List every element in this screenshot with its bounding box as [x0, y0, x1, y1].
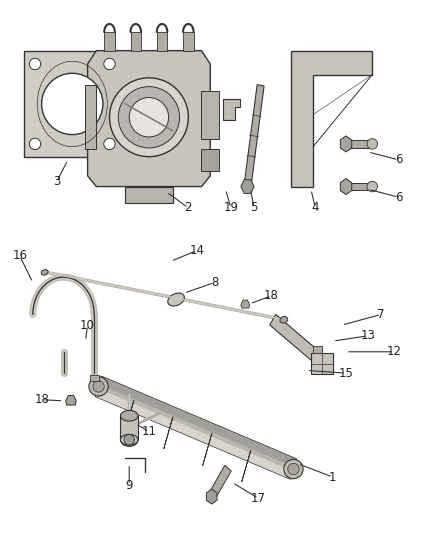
Polygon shape: [346, 183, 372, 190]
Polygon shape: [340, 179, 352, 195]
Polygon shape: [201, 91, 219, 139]
Polygon shape: [311, 353, 333, 374]
Polygon shape: [203, 433, 212, 465]
Polygon shape: [183, 32, 194, 51]
Circle shape: [367, 139, 378, 149]
Polygon shape: [95, 389, 293, 479]
Text: 8: 8: [211, 276, 218, 289]
Polygon shape: [90, 375, 99, 381]
Text: 17: 17: [251, 492, 266, 505]
Text: 15: 15: [339, 367, 353, 379]
Polygon shape: [242, 450, 251, 482]
Text: 9: 9: [125, 479, 133, 491]
Circle shape: [104, 138, 115, 150]
Polygon shape: [291, 51, 372, 187]
Circle shape: [110, 78, 188, 157]
Polygon shape: [244, 85, 264, 187]
Circle shape: [29, 58, 41, 70]
Circle shape: [288, 463, 299, 475]
Polygon shape: [346, 140, 372, 148]
Circle shape: [367, 181, 378, 192]
Circle shape: [104, 58, 115, 70]
Polygon shape: [313, 346, 322, 353]
Polygon shape: [223, 99, 240, 120]
Polygon shape: [120, 416, 138, 440]
Ellipse shape: [168, 293, 184, 306]
Text: 6: 6: [395, 154, 403, 166]
Polygon shape: [241, 180, 254, 193]
Polygon shape: [164, 417, 173, 449]
Polygon shape: [201, 149, 219, 171]
Text: 6: 6: [395, 191, 403, 204]
Text: 2: 2: [184, 201, 192, 214]
Polygon shape: [131, 32, 141, 51]
Text: 4: 4: [311, 201, 319, 214]
Circle shape: [118, 86, 180, 148]
Circle shape: [42, 73, 103, 135]
Text: 12: 12: [387, 345, 402, 358]
Text: 11: 11: [141, 425, 156, 438]
Polygon shape: [208, 465, 231, 499]
Polygon shape: [24, 51, 120, 157]
Text: 1: 1: [329, 471, 337, 483]
Polygon shape: [104, 32, 115, 51]
Polygon shape: [157, 32, 167, 51]
Text: 19: 19: [223, 201, 238, 214]
Polygon shape: [241, 300, 250, 308]
Polygon shape: [85, 85, 96, 149]
Ellipse shape: [120, 434, 138, 445]
Circle shape: [129, 98, 169, 137]
Polygon shape: [88, 51, 210, 187]
Circle shape: [29, 138, 41, 150]
Polygon shape: [95, 376, 297, 479]
Polygon shape: [340, 136, 352, 152]
Polygon shape: [206, 489, 217, 504]
Text: 10: 10: [80, 319, 95, 332]
Text: 18: 18: [34, 393, 49, 406]
Polygon shape: [66, 395, 76, 405]
Polygon shape: [99, 376, 297, 467]
Polygon shape: [270, 314, 326, 368]
Text: 18: 18: [264, 289, 279, 302]
Text: 16: 16: [12, 249, 27, 262]
Circle shape: [93, 381, 104, 392]
Circle shape: [124, 434, 134, 445]
Text: 13: 13: [360, 329, 375, 342]
Polygon shape: [125, 187, 173, 203]
Ellipse shape: [120, 433, 138, 447]
Circle shape: [284, 459, 303, 479]
Polygon shape: [125, 400, 134, 432]
Ellipse shape: [280, 317, 288, 323]
Circle shape: [89, 377, 108, 396]
Ellipse shape: [41, 270, 48, 275]
Text: 14: 14: [190, 244, 205, 257]
Ellipse shape: [120, 410, 138, 421]
Text: 7: 7: [377, 308, 385, 321]
Text: 3: 3: [53, 175, 60, 188]
Text: 5: 5: [251, 201, 258, 214]
